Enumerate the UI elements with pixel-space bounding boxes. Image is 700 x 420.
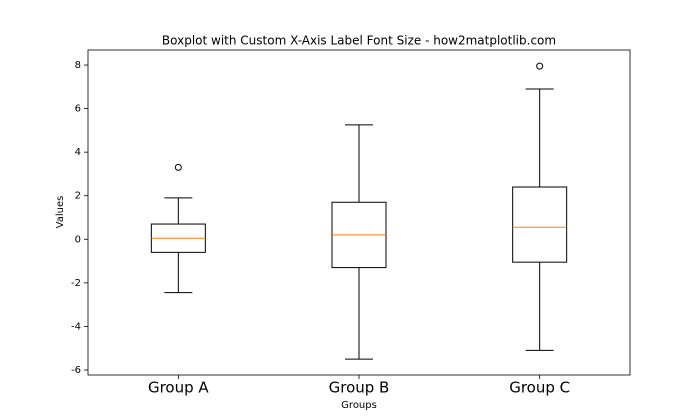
y-tick-label: 6	[75, 104, 81, 115]
flier	[536, 62, 544, 70]
y-tick-label: 2	[75, 191, 81, 202]
y-axis-label: Values	[55, 196, 66, 229]
y-tick-label: 8	[75, 60, 81, 71]
x-tick-label: Group B	[329, 379, 390, 397]
x-tick-label: Group A	[148, 379, 209, 397]
x-tick-label: Group C	[509, 379, 570, 397]
y-tick-label: -6	[71, 365, 81, 376]
flier	[174, 163, 182, 171]
y-tick-label: -2	[71, 278, 81, 289]
y-tick-label: 0	[75, 234, 81, 245]
chart-title: Boxplot with Custom X-Axis Label Font Si…	[162, 34, 556, 48]
y-tick-label: -4	[71, 321, 81, 332]
x-axis-label: Groups	[341, 400, 377, 411]
box	[512, 186, 568, 263]
y-tick-label: 4	[75, 147, 81, 158]
